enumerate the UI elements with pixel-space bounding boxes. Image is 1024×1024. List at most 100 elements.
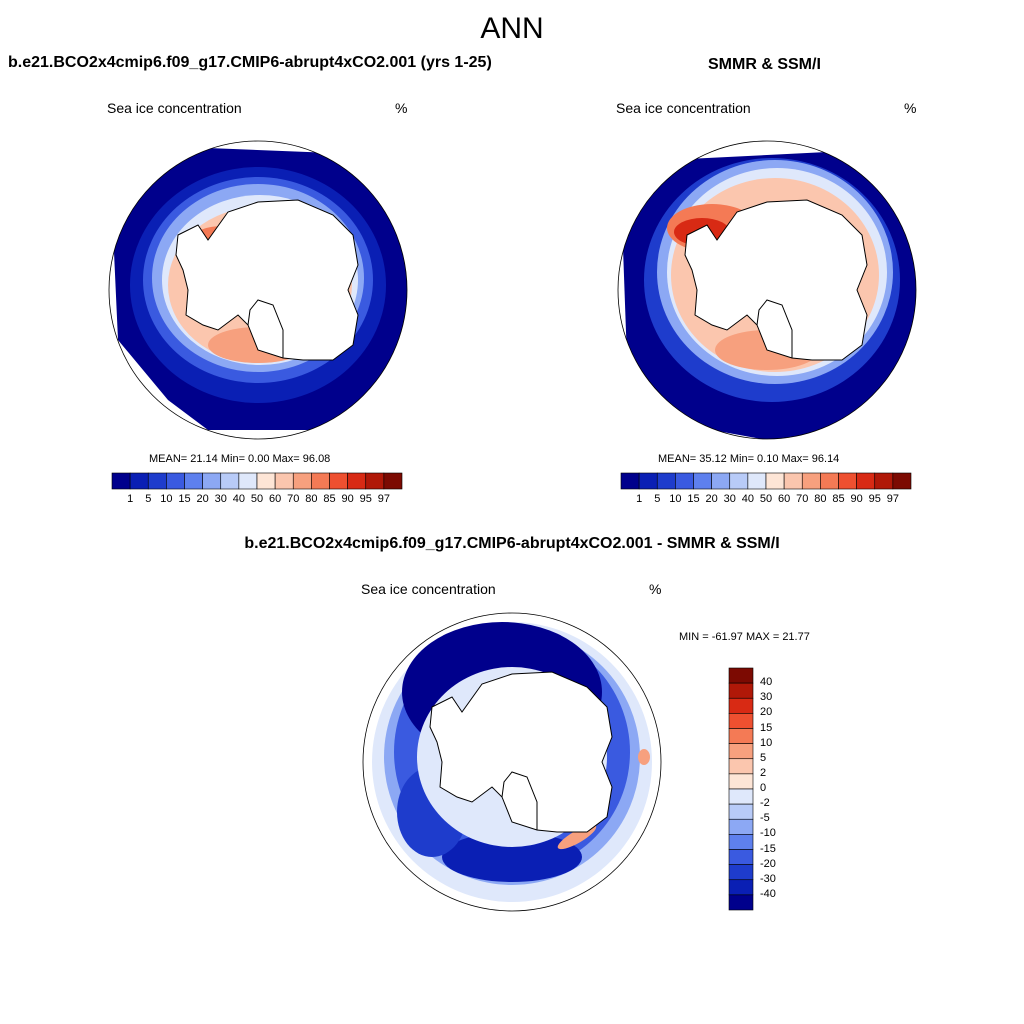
colorbar-swatch: [656, 472, 676, 490]
colorbar-swatch: [728, 788, 754, 805]
colorbar-tick-label: 5: [145, 493, 152, 505]
diff-antarctica: [429, 671, 613, 833]
colorbar-tick-label: 1: [127, 493, 134, 505]
colorbar-tick-label: 15: [687, 493, 700, 505]
model-colorbar-ticks: 1 5 10 15 20 30 40 50 60 70 80 85 90 95 97: [112, 493, 402, 507]
colorbar-swatch: [202, 472, 222, 490]
colorbar-tick-label: 90: [850, 493, 863, 505]
obs-variable-label: Sea ice concentration: [616, 100, 751, 116]
obs-polar-map: [617, 140, 917, 440]
colorbar-tick-label: 70: [796, 493, 809, 505]
colorbar-swatch: [365, 472, 385, 490]
model-colorbar: [111, 472, 403, 490]
colorbar-tick-label: 80: [814, 493, 827, 505]
colorbar-swatch: [620, 472, 640, 490]
colorbar-tick-label: 90: [341, 493, 354, 505]
obs-panel-title: SMMR & SSM/I: [708, 56, 821, 73]
model-polar-map: [108, 140, 408, 440]
colorbar-swatch: [147, 472, 167, 490]
colorbar-swatch: [329, 472, 348, 490]
colorbar-swatch: [728, 803, 754, 820]
colorbar-swatch: [728, 773, 754, 790]
colorbar-tick-label: 0: [760, 782, 767, 794]
colorbar-tick-label: 5: [760, 751, 767, 764]
diff-minmax: MIN = -61.97 MAX = 21.77: [679, 631, 810, 643]
colorbar-tick-label: -2: [760, 797, 770, 810]
colorbar-tick-label: 30: [214, 493, 227, 505]
colorbar-swatch: [728, 713, 754, 729]
colorbar-tick-label: 10: [160, 493, 173, 505]
colorbar-tick-label: -30: [760, 872, 776, 885]
colorbar-tick-label: 10: [760, 736, 773, 749]
colorbar-tick-label: 1: [636, 493, 643, 505]
colorbar-tick-label: 10: [669, 493, 682, 505]
colorbar-swatch: [638, 472, 658, 490]
obs-colorbar: [620, 472, 912, 490]
colorbar-tick-label: 80: [305, 493, 318, 505]
colorbar-tick-label: -10: [760, 827, 776, 840]
colorbar-swatch: [838, 472, 857, 490]
colorbar-tick-label: 5: [654, 493, 661, 505]
colorbar-tick-label: 60: [269, 493, 282, 505]
colorbar-tick-label: 60: [778, 493, 791, 505]
colorbar-swatch: [728, 697, 754, 714]
diff-colorbar: [728, 667, 754, 911]
figure-title: ANN: [480, 12, 544, 45]
colorbar-swatch: [856, 472, 876, 490]
model-antarctica: [175, 199, 359, 361]
colorbar-swatch: [383, 472, 403, 490]
colorbar-swatch: [728, 849, 754, 865]
colorbar-tick-label: -20: [760, 857, 776, 870]
colorbar-swatch: [728, 682, 754, 699]
colorbar-swatch: [783, 472, 803, 490]
colorbar-swatch: [801, 472, 821, 490]
colorbar-swatch: [747, 472, 767, 490]
colorbar-tick-label: 97: [377, 493, 390, 505]
colorbar-swatch: [220, 472, 240, 490]
colorbar-swatch: [728, 743, 754, 760]
colorbar-swatch: [728, 758, 754, 775]
colorbar-swatch: [892, 472, 912, 490]
colorbar-swatch: [728, 818, 754, 835]
diff-colorbar-ticks: 40 30 20 15 10 5 2 0 -2 -5 -10 -15 -20 -30 -40: [760, 668, 800, 910]
diff-units-label: %: [649, 581, 662, 597]
colorbar-swatch: [111, 472, 131, 490]
colorbar-swatch: [129, 472, 149, 490]
colorbar-tick-label: -15: [760, 842, 776, 855]
colorbar-tick-label: 97: [886, 493, 899, 505]
model-stats: MEAN= 21.14 Min= 0.00 Max= 96.08: [149, 453, 331, 465]
colorbar-swatch: [728, 728, 754, 744]
colorbar-tick-label: 40: [741, 493, 754, 505]
colorbar-tick-label: 20: [760, 706, 773, 719]
colorbar-swatch: [347, 472, 367, 490]
colorbar-tick-label: 85: [323, 493, 336, 505]
model-panel-title: b.e21.BCO2x4cmip6.f09_g17.CMIP6-abrupt4x…: [8, 54, 492, 71]
colorbar-swatch: [166, 472, 185, 490]
colorbar-swatch: [311, 472, 330, 490]
colorbar-swatch: [728, 834, 754, 850]
diff-polar-map: [362, 612, 662, 912]
colorbar-swatch: [728, 894, 754, 911]
model-variable-label: Sea ice concentration: [107, 100, 242, 116]
colorbar-swatch: [729, 472, 749, 490]
colorbar-tick-label: 95: [868, 493, 881, 505]
diff-band-4: [442, 832, 582, 882]
colorbar-swatch: [238, 472, 258, 490]
colorbar-swatch: [274, 472, 294, 490]
colorbar-tick-label: 50: [759, 493, 773, 505]
colorbar-tick-label: 85: [832, 493, 845, 505]
colorbar-swatch: [728, 879, 754, 896]
colorbar-swatch: [675, 472, 694, 490]
colorbar-tick-label: 95: [359, 493, 372, 505]
colorbar-swatch: [292, 472, 312, 490]
colorbar-tick-label: 2: [760, 766, 767, 779]
colorbar-swatch: [693, 472, 712, 490]
colorbar-swatch: [256, 472, 276, 490]
obs-stats: MEAN= 35.12 Min= 0.10 Max= 96.14: [658, 453, 840, 465]
model-units-label: %: [395, 100, 408, 116]
colorbar-tick-label: 30: [760, 691, 773, 704]
colorbar-swatch: [728, 667, 754, 684]
colorbar-tick-label: 15: [760, 721, 773, 734]
diff-panel-title: b.e21.BCO2x4cmip6.f09_g17.CMIP6-abrupt4x…: [244, 535, 780, 552]
obs-antarctica: [684, 199, 868, 361]
